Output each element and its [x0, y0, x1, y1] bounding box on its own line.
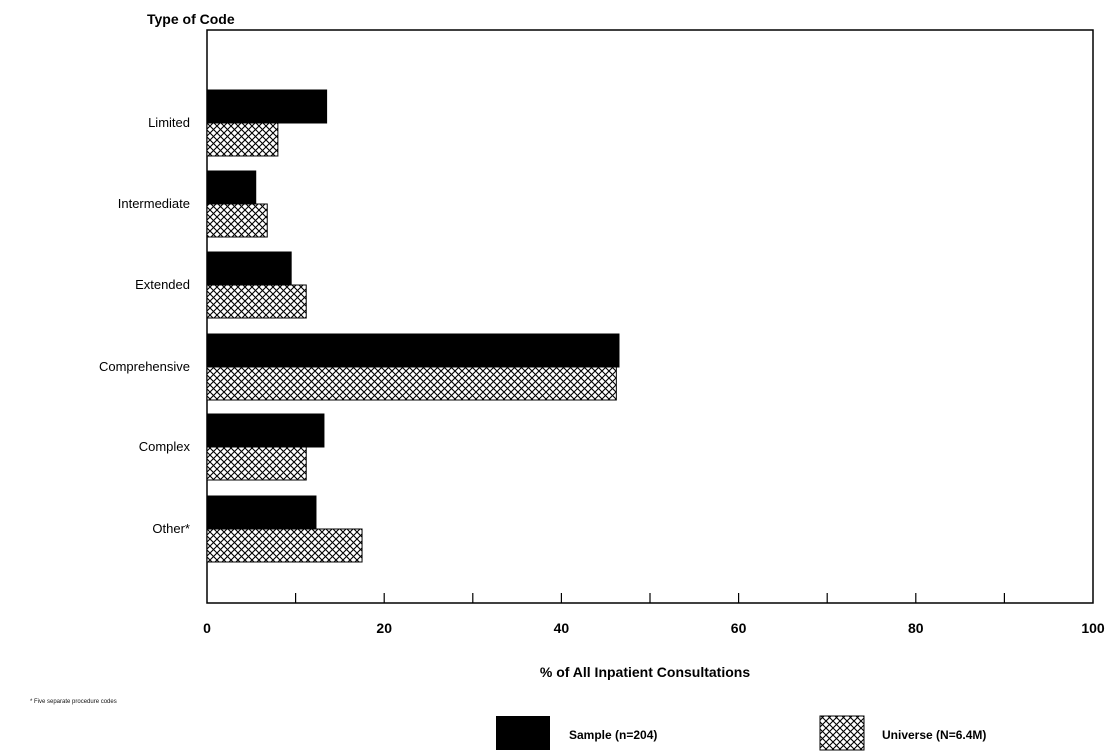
bar-complex-sample — [206, 413, 325, 448]
category-label-comprehensive: Comprehensive — [99, 359, 190, 374]
category-label-extended: Extended — [135, 277, 190, 292]
legend-swatch-sample — [496, 716, 550, 750]
bar-extended-universe — [206, 284, 307, 319]
category-label-other: Other* — [152, 521, 190, 536]
category-labels: Limited Intermediate Extended Comprehensive… — [99, 115, 191, 536]
footnote: * Five separate procedure codes — [30, 699, 117, 705]
category-label-limited: Limited — [148, 115, 190, 130]
bar-comprehensive-universe — [206, 366, 617, 401]
x-tick-label: 100 — [1081, 620, 1105, 636]
x-tick-label: 20 — [376, 620, 392, 636]
x-tick-label: 80 — [908, 620, 924, 636]
x-tick-label: 40 — [554, 620, 570, 636]
bar-other-universe — [206, 528, 363, 563]
x-axis-label: % of All Inpatient Consultations — [540, 664, 750, 680]
bar-intermediate-sample — [206, 170, 257, 205]
bar-other-sample — [206, 495, 317, 530]
bar-comprehensive-sample — [206, 333, 620, 368]
category-label-intermediate: Intermediate — [118, 196, 190, 211]
category-label-complex: Complex — [139, 439, 191, 454]
y-axis-title: Type of Code — [147, 11, 235, 27]
bar-limited-universe — [206, 122, 279, 157]
legend-label-universe: Universe (N=6.4M) — [882, 728, 986, 742]
bar-extended-sample — [206, 251, 292, 286]
bar-complex-universe — [206, 446, 307, 481]
legend-swatch-universe — [819, 715, 865, 751]
plot-frame — [206, 29, 1094, 604]
legend-label-sample: Sample (n=204) — [569, 728, 657, 742]
x-axis-ticks: 0 20 40 60 80 100 — [203, 593, 1105, 636]
legend: Sample (n=204) Universe (N=6.4M) — [496, 715, 986, 751]
bar-limited-sample — [206, 89, 328, 124]
bars-group — [206, 89, 620, 563]
x-tick-label: 0 — [203, 620, 211, 636]
x-tick-label: 60 — [731, 620, 747, 636]
bar-intermediate-universe — [206, 203, 268, 238]
